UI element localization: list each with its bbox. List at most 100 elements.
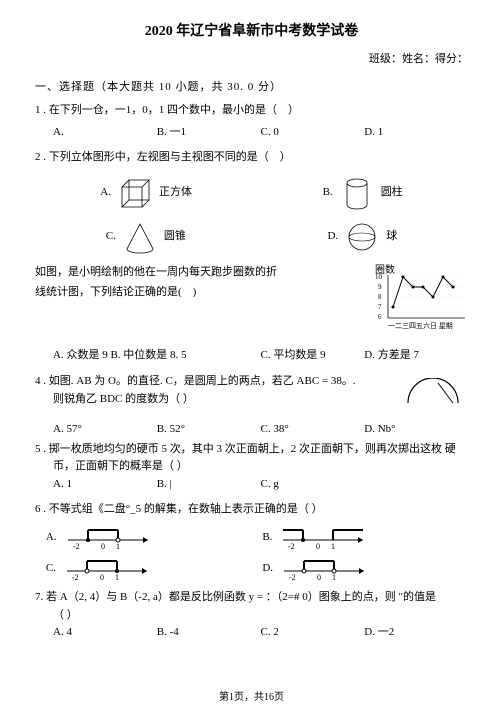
label-a: A. [46, 529, 57, 547]
shape-b: B. 圆柱 [323, 175, 403, 211]
cube-icon [117, 175, 153, 211]
opt-d: D. Nb° [364, 423, 468, 435]
label-d: D. [262, 560, 273, 578]
name-cylinder: 圆柱 [381, 184, 403, 202]
svg-text:-2: -2 [288, 542, 295, 550]
svg-text:7: 7 [378, 303, 382, 311]
label-a: A. [100, 184, 111, 202]
q6-text: 6 . 不等式组《二盘°_5 的解集，在数轴上表示正确的是（ ） [35, 501, 468, 519]
svg-text:8: 8 [378, 293, 382, 301]
opt-b: B. -4 [157, 624, 261, 642]
header-fields: 班级：姓名：得分： [35, 50, 468, 66]
shapes-row-1: A. 正方体 B. 圆柱 [35, 175, 468, 211]
question-5: 5 . 掷一枚质地均匀的硬币 5 次，其中 3 次正面朝上，2 次正面朝下，则再… [35, 441, 468, 494]
cylinder-icon [339, 175, 375, 211]
numberline-c-icon: -2 0 1 [62, 556, 152, 581]
name-cube: 正方体 [159, 184, 192, 202]
svg-text:1: 1 [332, 573, 336, 581]
numberline-a-icon: -201 [63, 525, 153, 550]
opt-a: A. 57° [53, 423, 157, 435]
opt-b: B. 一1 [157, 124, 261, 142]
question-6: 6 . 不等式组《二盘°_5 的解集，在数轴上表示正确的是（ ） A. -201… [35, 501, 468, 581]
q3-line2: 线统计图，下列结论正确的是( ) [35, 283, 373, 303]
opt-c: C. 38° [261, 423, 365, 435]
question-1: 1 . 在下列一仓，一1，0，1 四个数中，最小的是（ ） A. B. 一1 C… [35, 102, 468, 141]
q4-line2: 则锐角乙 BDC 的度数为（ ） [53, 391, 403, 409]
opt-a: A. 1 [53, 476, 157, 494]
question-4: 4 . 如图. AB 为 O。的直径. C，是圆周上的两点，若乙 ABC = 3… [35, 373, 468, 415]
opt-b: B. | [157, 476, 261, 494]
nl-b: B. -2 0 1 [262, 525, 457, 550]
q5-line2: 币，正面朝下的概率是（ ） [53, 458, 468, 476]
opt-a: A. 4 [53, 624, 157, 642]
q5-line1: 5 . 掷一枚质地均匀的硬币 5 次，其中 3 次正面朝上，2 次正面朝下，则再… [35, 441, 468, 459]
label-b: B. [262, 529, 272, 547]
q4-text: 4 . 如图. AB 为 O。的直径. C，是圆周上的两点，若乙 ABC = 3… [35, 373, 403, 415]
q4-diagram [403, 373, 468, 415]
opt-d: D. 方差是 7 [364, 347, 468, 365]
opt-c: C. 平均数是 9 [261, 347, 365, 365]
cone-icon [122, 219, 158, 255]
svg-text:0: 0 [100, 573, 104, 581]
label-c: C. [46, 560, 56, 578]
q4-options: A. 57° B. 52° C. 38° D. Nb° [53, 423, 468, 435]
shape-a: A. 正方体 [100, 175, 192, 211]
opt-a: A. [53, 124, 157, 142]
chart-svg: 圈数 10 9 8 7 6 一二三四五六日 星期 [373, 263, 468, 333]
svg-text:0: 0 [317, 573, 321, 581]
question-2: 2 . 下列立体图形中，左视图与主视图不同的是（ ） A. 正方体 B. 圆柱 … [35, 149, 468, 365]
svg-text:1: 1 [116, 542, 120, 550]
q2-text: 2 . 下列立体图形中，左视图与主视图不同的是（ ） [35, 149, 468, 167]
q3-wrap: 如图，是小明绘制的他在一周内每天跑步圈数的折 线统计图，下列结论正确的是( ) … [35, 263, 468, 340]
q3-options: A. 众数是 9 B. 中位数是 8. 5 C. 平均数是 9 D. 方差是 7 [53, 347, 468, 365]
label-b: B. [323, 184, 333, 202]
numberline-d-icon: -2 0 1 [279, 556, 369, 581]
label-c: C. [106, 228, 116, 246]
svg-text:-2: -2 [73, 542, 80, 550]
shape-c: C. 圆锥 [106, 219, 186, 255]
q7-line1: 7. 若 A（2, 4）与 B（-2, a）都是反比例函数 y = ：（2=# … [35, 589, 468, 607]
opt-d [364, 476, 468, 494]
label-d: D. [327, 228, 338, 246]
nl-a: A. -201 [46, 525, 241, 550]
sphere-icon [344, 219, 380, 255]
exam-title: 2020 年辽宁省阜新市中考数学试卷 [35, 20, 468, 40]
opt-b: B. 52° [157, 423, 261, 435]
svg-text:-2: -2 [72, 573, 79, 581]
arc-icon [403, 378, 463, 408]
svg-text:9: 9 [378, 283, 382, 291]
opt-c: C. g [261, 476, 365, 494]
q7-line2: （ ） [53, 607, 468, 625]
q1-options: A. B. 一1 C. 0 D. 1 [53, 124, 468, 142]
nl-d: D. -2 0 1 [262, 556, 457, 581]
opt-d: D. 1 [364, 124, 468, 142]
svg-text:6: 6 [378, 313, 382, 321]
line-chart: 圈数 10 9 8 7 6 一二三四五六日 星期 [373, 263, 468, 340]
svg-text:0: 0 [316, 542, 320, 550]
numberline-b-icon: -2 0 1 [278, 525, 368, 550]
svg-text:一二三四五六日 星期: 一二三四五六日 星期 [388, 321, 453, 330]
opt-c: C. 0 [261, 124, 365, 142]
q7-options: A. 4 B. -4 C. 2 D. 一2 [53, 624, 468, 642]
shapes-row-2: C. 圆锥 D. 球 [35, 219, 468, 255]
q3-text: 如图，是小明绘制的他在一周内每天跑步圈数的折 线统计图，下列结论正确的是( ) [35, 263, 373, 340]
opt-ab: A. 众数是 9 B. 中位数是 8. 5 [53, 347, 261, 365]
question-7: 7. 若 A（2, 4）与 B（-2, a）都是反比例函数 y = ：（2=# … [35, 589, 468, 642]
name-cone: 圆锥 [164, 228, 186, 246]
name-sphere: 球 [386, 228, 397, 246]
nl-row-1: A. -201 B. -201 [35, 525, 468, 550]
q3-line1: 如图，是小明绘制的他在一周内每天跑步圈数的折 [35, 263, 373, 283]
q4-line1: 4 . 如图. AB 为 O。的直径. C，是圆周上的两点，若乙 ABC = 3… [35, 373, 403, 391]
q5-options: A. 1 B. | C. g [53, 476, 468, 494]
page-number: 第1页，共16页 [0, 688, 503, 703]
svg-text:10: 10 [375, 273, 383, 281]
q1-text: 1 . 在下列一仓，一1，0，1 四个数中，最小的是（ ） [35, 102, 468, 120]
opt-c: C. 2 [261, 624, 365, 642]
svg-text:-2: -2 [289, 573, 296, 581]
shape-d: D. 球 [327, 219, 397, 255]
section-title: 一、选择题（本大题共 10 小题，共 30. 0 分） [35, 78, 468, 94]
svg-text:1: 1 [331, 542, 335, 550]
svg-text:1: 1 [115, 573, 119, 581]
opt-d: D. 一2 [364, 624, 468, 642]
nl-c: C. -2 0 1 [46, 556, 241, 581]
